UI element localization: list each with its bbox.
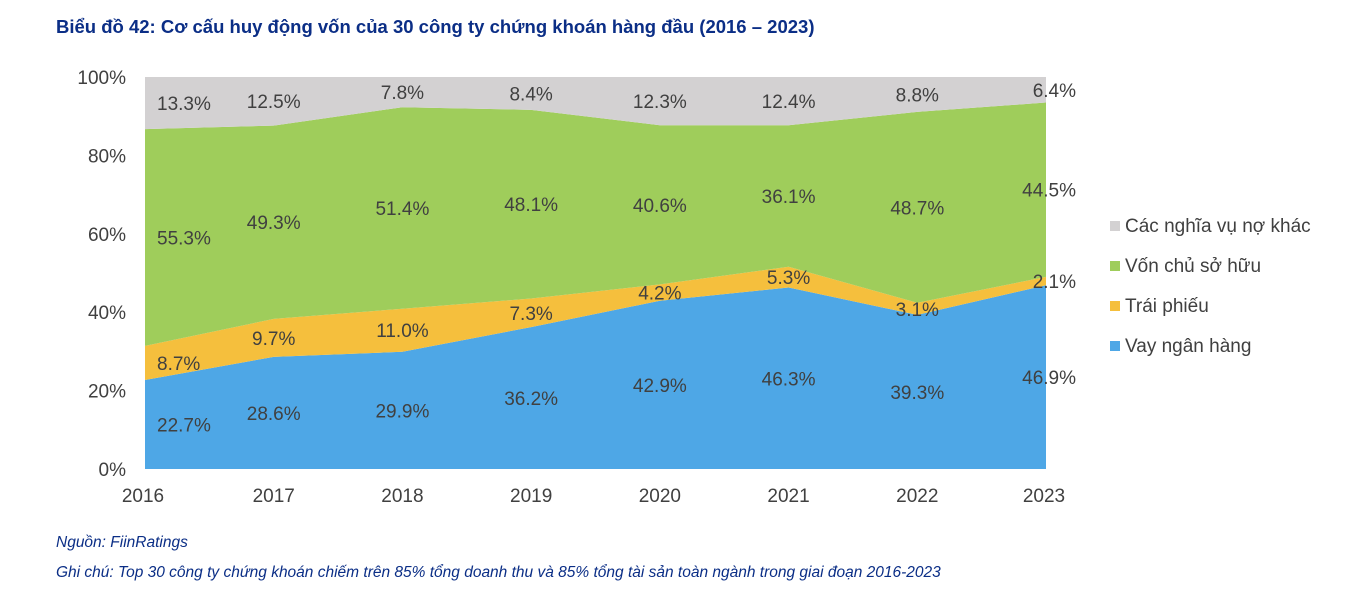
data-label: 48.7%	[890, 198, 944, 219]
data-label: 29.9%	[375, 401, 429, 422]
data-label: 2.1%	[1033, 272, 1076, 293]
data-labels: 22.7% 28.6% 29.9% 36.2% 42.9% 46.3% 39.3% 46.9%…	[157, 81, 1076, 437]
data-label: 12.5%	[247, 92, 301, 113]
plot-areas	[145, 77, 1046, 469]
axis-ticks: 0% 20% 40% 60% 80% 100% 2016 2017 2018 2019 2020 20…	[77, 68, 1065, 507]
area-trai-phieu	[145, 266, 1046, 380]
legend-label: Vốn chủ sở hữu	[1125, 256, 1261, 277]
stacked-area-chart: 0% 20% 40% 60% 80% 100% 2016 2017 2018 2019 2020 20…	[77, 68, 1311, 507]
legend-label: Trái phiếu	[1125, 296, 1209, 317]
data-label: 7.8%	[381, 83, 424, 104]
data-label: 42.9%	[633, 376, 687, 397]
legend-item: Các nghĩa vụ nợ khác	[1110, 216, 1311, 237]
data-label: 11.0%	[376, 321, 429, 342]
data-label: 12.4%	[762, 92, 816, 113]
data-label: 13.3%	[157, 94, 211, 115]
legend-item: Trái phiếu	[1110, 296, 1209, 317]
data-label: 49.3%	[247, 213, 301, 234]
y-tick-label: 40%	[88, 303, 126, 324]
legend-label: Vay ngân hàng	[1125, 336, 1251, 357]
data-label: 51.4%	[375, 199, 429, 220]
data-label: 6.4%	[1033, 81, 1076, 102]
y-tick-label: 0%	[99, 460, 127, 481]
y-tick-label: 60%	[88, 225, 126, 246]
area-cac-nghia-vu-no-khac	[145, 77, 1046, 130]
legend-label: Các nghĩa vụ nợ khác	[1125, 216, 1311, 237]
x-tick-label: 2019	[510, 486, 552, 507]
footnote: Ghi chú: Top 30 công ty chứng khoán chiế…	[56, 564, 941, 581]
data-label: 3.1%	[896, 300, 939, 321]
data-label: 36.1%	[762, 187, 816, 208]
data-label: 8.8%	[896, 86, 939, 107]
data-label: 44.5%	[1022, 181, 1076, 202]
legend-swatch	[1110, 261, 1120, 271]
x-tick-label: 2018	[381, 486, 423, 507]
data-label: 39.3%	[890, 383, 944, 404]
x-tick-label: 2023	[1023, 486, 1065, 507]
x-tick-label: 2021	[767, 486, 809, 507]
data-label: 12.3%	[633, 92, 687, 113]
legend: Các nghĩa vụ nợ khác Vốn chủ sở hữu Trái p…	[1110, 216, 1311, 357]
data-label: 55.3%	[157, 229, 211, 250]
legend-swatch	[1110, 301, 1120, 311]
y-tick-label: 100%	[77, 68, 126, 89]
legend-swatch	[1110, 341, 1120, 351]
data-label: 22.7%	[157, 416, 211, 437]
data-label: 8.4%	[509, 84, 552, 105]
data-label: 40.6%	[633, 196, 687, 217]
source-note: Nguồn: FiinRatings	[56, 534, 188, 551]
x-tick-label: 2020	[639, 486, 681, 507]
x-tick-label: 2022	[896, 486, 938, 507]
y-tick-label: 20%	[88, 382, 126, 403]
data-label: 46.3%	[762, 369, 816, 390]
data-label: 8.7%	[157, 354, 200, 375]
area-vay-ngan-hang	[145, 285, 1046, 469]
data-label: 46.9%	[1022, 368, 1076, 389]
legend-item: Vốn chủ sở hữu	[1110, 256, 1261, 277]
y-tick-label: 80%	[88, 146, 126, 167]
data-label: 48.1%	[504, 195, 558, 216]
legend-item: Vay ngân hàng	[1110, 336, 1251, 357]
data-label: 7.3%	[509, 304, 552, 325]
data-label: 4.2%	[638, 284, 681, 305]
chart-title: Biểu đồ 42: Cơ cấu huy động vốn của 30 c…	[56, 16, 815, 37]
area-von-chu-so-huu	[145, 102, 1046, 346]
data-label: 28.6%	[247, 404, 301, 425]
data-label: 36.2%	[504, 389, 558, 410]
legend-swatch	[1110, 221, 1120, 231]
data-label: 5.3%	[767, 268, 810, 289]
x-tick-label: 2016	[122, 486, 164, 507]
x-tick-label: 2017	[253, 486, 295, 507]
data-label: 9.7%	[252, 329, 295, 350]
